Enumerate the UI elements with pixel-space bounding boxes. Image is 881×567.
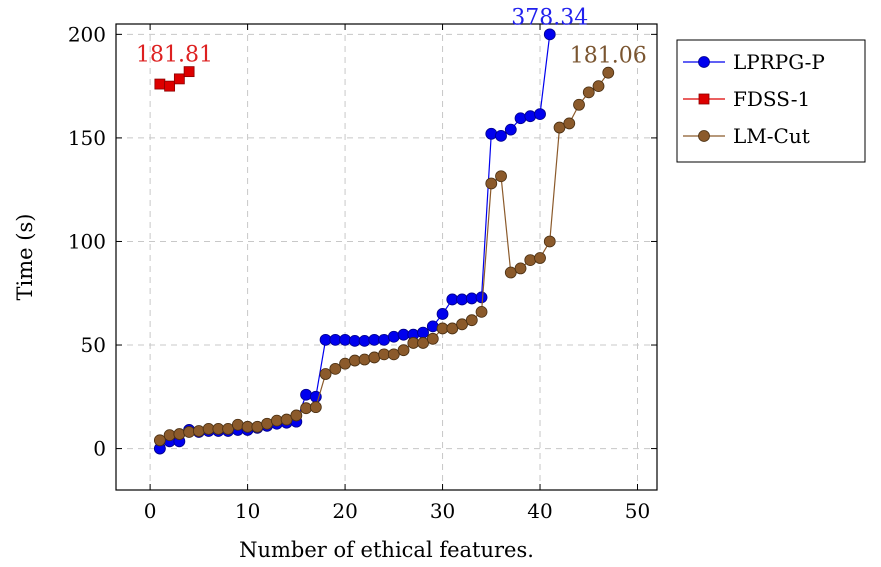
x-tick-label: 20 — [332, 499, 357, 523]
point-lprpg-p — [524, 110, 537, 123]
point-lm-cut — [592, 80, 605, 93]
legend-item-lprpg-p: LPRPG-P — [683, 50, 825, 74]
point-lm-cut — [417, 337, 429, 349]
point-lprpg-p — [378, 333, 390, 346]
legend-label: LM-Cut — [733, 124, 810, 148]
grid — [116, 24, 657, 490]
point-lprpg-p — [300, 388, 312, 401]
point-fdss-1 — [173, 73, 185, 85]
point-lm-cut — [456, 318, 468, 331]
point-lprpg-p — [436, 308, 449, 320]
series-lm-cut — [153, 66, 615, 447]
point-lm-cut — [163, 429, 176, 442]
legend-swatch-marker — [698, 130, 710, 142]
tick-labels: 0 10 20 30 40 50 0 50 100 150 200 — [68, 22, 650, 523]
point-lprpg-p — [417, 326, 429, 339]
point-lm-cut — [261, 417, 273, 430]
point-lm-cut — [153, 434, 166, 447]
point-lm-cut — [602, 66, 615, 79]
point-lprpg-p — [426, 320, 439, 333]
point-lm-cut — [192, 425, 205, 437]
point-lm-cut — [582, 86, 595, 99]
legend-swatch-marker — [698, 56, 710, 68]
point-lprpg-p — [339, 333, 351, 346]
point-lprpg-p — [504, 123, 517, 136]
data-label: 181.81 — [136, 43, 213, 68]
legend-item-lm-cut: LM-Cut — [683, 124, 810, 148]
point-lprpg-p — [514, 112, 527, 125]
point-lm-cut — [514, 262, 527, 275]
point-lprpg-p — [475, 291, 488, 304]
point-lm-cut — [397, 344, 410, 357]
data-label: 181.06 — [570, 44, 647, 69]
point-lm-cut — [329, 362, 342, 375]
point-lprpg-p — [358, 334, 371, 347]
y-tick-label: 50 — [81, 333, 106, 357]
legend-label: LPRPG-P — [733, 50, 825, 74]
point-lm-cut — [524, 254, 537, 267]
point-lm-cut — [446, 322, 459, 335]
point-lm-cut — [309, 401, 322, 414]
annotations: 181.81 378.34 181.06 — [136, 5, 647, 68]
point-lm-cut — [504, 266, 517, 279]
x-tick-label: 0 — [144, 499, 157, 523]
point-lm-cut — [553, 121, 566, 134]
point-lprpg-p — [485, 127, 498, 140]
ticks — [116, 24, 657, 490]
point-lm-cut — [319, 368, 332, 380]
legend: LPRPG-P FDSS-1 LM-Cut — [676, 39, 866, 163]
point-fdss-1 — [154, 78, 166, 90]
y-tick-label: 150 — [68, 126, 106, 150]
point-lm-cut — [222, 423, 234, 435]
x-tick-label: 50 — [625, 499, 650, 523]
point-lm-cut — [280, 413, 293, 426]
point-lm-cut — [426, 332, 439, 345]
point-lm-cut — [251, 420, 264, 433]
point-fdss-1 — [183, 66, 195, 78]
point-lm-cut — [475, 305, 488, 318]
point-lm-cut — [534, 252, 546, 264]
point-lm-cut — [339, 357, 351, 370]
point-lm-cut — [573, 98, 585, 111]
x-axis-label: Number of ethical features. — [239, 538, 534, 562]
plot-frame — [115, 23, 658, 491]
point-lm-cut — [173, 428, 186, 440]
point-lprpg-p — [456, 293, 468, 306]
point-lm-cut — [231, 418, 244, 431]
point-lprpg-p — [465, 292, 478, 305]
point-lm-cut — [368, 351, 381, 364]
point-lm-cut — [485, 177, 498, 190]
point-lprpg-p — [543, 28, 556, 41]
point-lprpg-p — [534, 108, 546, 120]
series-fdss-1 — [154, 66, 195, 92]
point-lm-cut — [465, 314, 478, 327]
x-tick-label: 30 — [430, 499, 455, 523]
point-lm-cut — [495, 170, 507, 183]
point-lm-cut — [358, 353, 371, 366]
y-tick-label: 100 — [68, 229, 106, 253]
point-lm-cut — [543, 235, 556, 248]
legend-item-fdss-1: FDSS-1 — [683, 87, 810, 111]
y-tick-label: 0 — [93, 437, 106, 461]
point-lm-cut — [270, 414, 283, 427]
point-lprpg-p — [495, 129, 507, 142]
point-lprpg-p — [387, 330, 400, 343]
point-lm-cut — [387, 348, 400, 361]
data-label: 378.34 — [511, 5, 588, 30]
y-tick-label: 200 — [68, 22, 106, 46]
point-lm-cut — [300, 402, 312, 415]
point-lm-cut — [563, 117, 576, 130]
y-axis-label: Time (s) — [13, 214, 37, 301]
point-lm-cut — [348, 354, 361, 367]
legend-swatch-marker — [698, 93, 710, 105]
point-fdss-1 — [164, 80, 176, 92]
x-tick-label: 40 — [527, 499, 552, 523]
x-tick-label: 10 — [235, 499, 260, 523]
plot-area — [153, 28, 615, 455]
legend-label: FDSS-1 — [733, 87, 810, 111]
point-lm-cut — [183, 426, 196, 438]
point-lm-cut — [290, 409, 303, 422]
